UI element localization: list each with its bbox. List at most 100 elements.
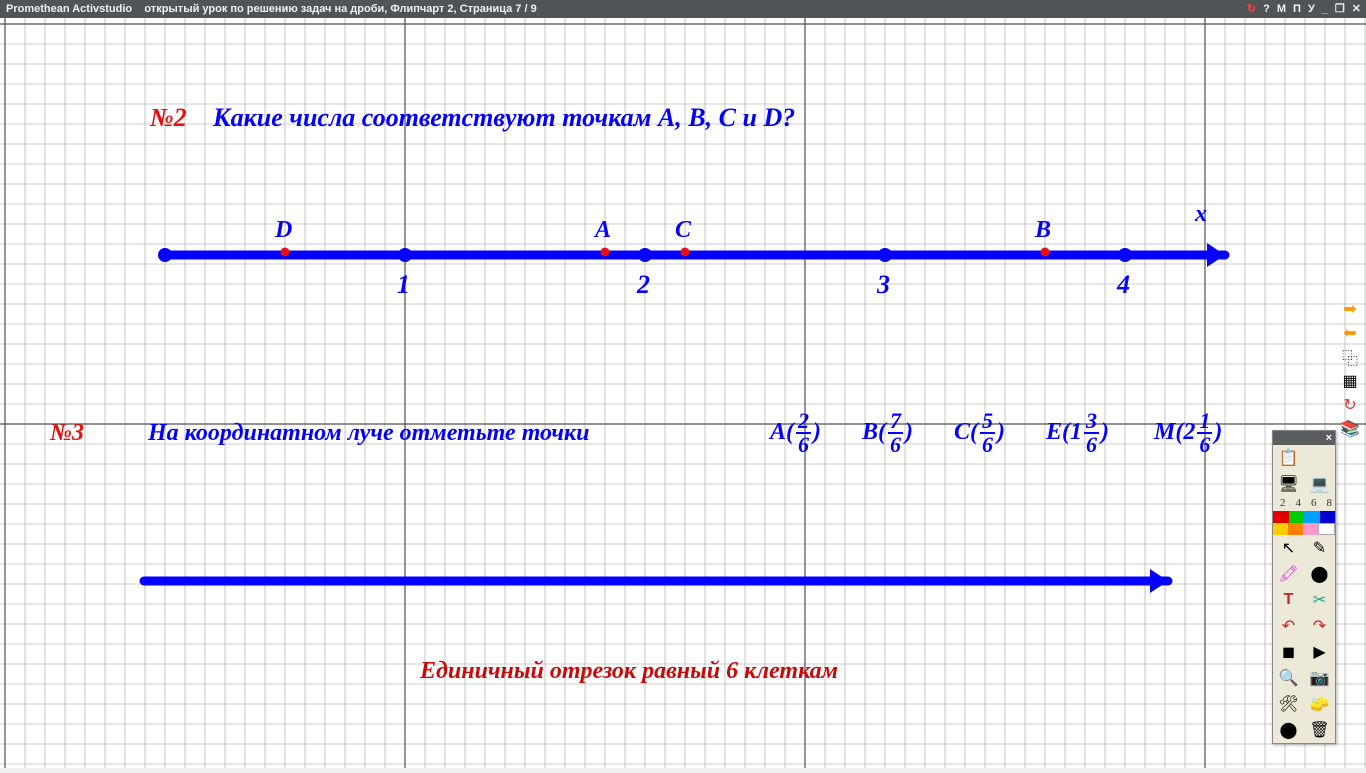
denominator: 6: [888, 435, 903, 455]
toolbox-display1-icon[interactable]: 🖥: [1273, 471, 1304, 497]
swatch-green[interactable]: [1289, 511, 1305, 523]
swatch-pink[interactable]: [1303, 523, 1318, 535]
fraction: 7 6: [888, 411, 903, 455]
axis-x-label: x: [1195, 201, 1207, 228]
toolbox-blank: [1304, 445, 1335, 471]
toolbox-sponge-icon[interactable]: 🧽: [1304, 691, 1335, 717]
whole-part: 2: [1183, 419, 1195, 446]
swatch-blue[interactable]: [1320, 511, 1336, 523]
denominator: 6: [1197, 435, 1212, 455]
close-paren: ): [1101, 419, 1109, 446]
toolbox-camera-icon[interactable]: 📷: [1304, 665, 1335, 691]
swatch-cyan[interactable]: [1304, 511, 1320, 523]
fraction: 2 6: [796, 411, 811, 455]
whole-part: 1: [1070, 419, 1082, 446]
toolbox-display2-icon[interactable]: 💻: [1304, 471, 1335, 497]
numerator: 3: [1084, 411, 1099, 431]
task3-point-E: E(1 3 6 ): [1046, 411, 1109, 455]
pen-width-4[interactable]: 4: [1296, 497, 1302, 511]
task3-unit-note: Единичный отрезок равный 6 клеткам: [420, 658, 838, 685]
swatch-white[interactable]: [1318, 523, 1335, 535]
minimize-icon[interactable]: _: [1322, 0, 1329, 18]
task3-point-C: C( 5 6 ): [954, 411, 1005, 455]
menu-m[interactable]: М: [1277, 0, 1287, 18]
point-letter: C(: [954, 419, 978, 446]
numerator: 5: [980, 411, 995, 431]
point-letter: M(: [1154, 419, 1183, 446]
close-paren: ): [997, 419, 1005, 446]
swatch-red[interactable]: [1273, 511, 1289, 523]
point-letter: B(: [862, 419, 886, 446]
denominator: 6: [1084, 435, 1099, 455]
toolbox-close-icon[interactable]: ×: [1326, 433, 1332, 444]
flipchart-canvas: №2 Какие числа соответствуют точкам A, B…: [0, 18, 1366, 768]
fraction: 5 6: [980, 411, 995, 455]
maximize-icon[interactable]: ❐: [1335, 0, 1346, 18]
task3-point-M: M(2 1 6 ): [1154, 411, 1222, 455]
toolbox-play-icon[interactable]: ▶: [1304, 639, 1335, 665]
app-doc-title: открытый урок по решению задач на дроби,…: [144, 3, 536, 15]
menu-u[interactable]: У: [1308, 0, 1316, 18]
task3-point-A: A( 2 6 ): [770, 411, 821, 455]
toolbox-pen-widths[interactable]: 2 4 6 8: [1273, 497, 1339, 511]
toolbox[interactable]: × 📋 🖥 💻 2 4 6 8 ↖ ✎ 🖍 ⬤ T ✂ ↶ ↷: [1272, 430, 1336, 744]
denominator: 6: [980, 435, 995, 455]
toolbox-pen-icon[interactable]: ✎: [1304, 535, 1335, 561]
toolbox-zoom-icon[interactable]: 🔍: [1273, 665, 1304, 691]
task2-question: Какие числа соответствуют точкам A, B, C…: [213, 103, 795, 133]
sidestrip-grid-icon[interactable]: ▦: [1338, 370, 1362, 392]
toolbox-swatches-2[interactable]: [1273, 523, 1335, 535]
app-vendor: Promethean Activstudio: [6, 3, 132, 15]
toolbox-fill-icon[interactable]: ⬤: [1304, 561, 1335, 587]
axis-tick-3: 3: [877, 270, 890, 300]
title-bar: Promethean Activstudio открытый урок по …: [0, 0, 1366, 18]
toolbox-titlebar[interactable]: ×: [1273, 431, 1335, 445]
numerator: 7: [888, 411, 903, 431]
toolbox-erase-icon[interactable]: ✂: [1304, 587, 1335, 613]
pen-width-2[interactable]: 2: [1280, 497, 1286, 511]
close-paren: ): [905, 419, 913, 446]
pen-width-8[interactable]: 8: [1327, 497, 1333, 511]
numerator: 2: [796, 411, 811, 431]
sidestrip-prev-icon[interactable]: ⬅: [1338, 322, 1362, 344]
toolbox-stop-icon[interactable]: ◼: [1273, 639, 1304, 665]
swatch-orange[interactable]: [1288, 523, 1303, 535]
close-paren: ): [1214, 419, 1222, 446]
task3-question: На координатном луче отметьте точки: [148, 420, 590, 447]
point-letter: A(: [770, 419, 794, 446]
fraction: 3 6: [1084, 411, 1099, 455]
toolbox-redo-icon[interactable]: ↷: [1304, 613, 1335, 639]
toolbox-highlighter-icon[interactable]: 🖍: [1273, 561, 1304, 587]
menu-help[interactable]: ?: [1263, 0, 1271, 18]
point-label-A: A: [595, 217, 611, 244]
swatch-yellow[interactable]: [1273, 523, 1288, 535]
point-label-C: C: [675, 217, 691, 244]
titlebar-controls: ↻ ? М П У _ ❐ ✕: [1247, 0, 1362, 18]
point-letter: E(: [1046, 419, 1070, 446]
toolbox-swatches-1[interactable]: [1273, 511, 1335, 523]
denominator: 6: [796, 435, 811, 455]
close-paren: ): [813, 419, 821, 446]
toolbox-trash-icon[interactable]: 🗑: [1304, 717, 1335, 743]
sidestrip-next-icon[interactable]: ➡: [1338, 298, 1362, 320]
toolbox-record-icon[interactable]: ⬤: [1273, 717, 1304, 743]
toolbox-tools-icon[interactable]: 🛠: [1273, 691, 1304, 717]
axis-tick-4: 4: [1117, 270, 1130, 300]
sidestrip-library-icon[interactable]: 📚: [1338, 418, 1362, 440]
task3-number: №3: [50, 420, 84, 447]
fraction: 1 6: [1197, 411, 1212, 455]
side-strip: ➡ ⬅ ⿻ ▦ ↻ 📚: [1338, 298, 1364, 440]
sync-icon[interactable]: ↻: [1247, 0, 1257, 18]
toolbox-text-icon[interactable]: T: [1273, 587, 1304, 613]
task2-number: №2: [150, 103, 187, 133]
sidestrip-pages-icon[interactable]: ⿻: [1338, 346, 1362, 368]
toolbox-undo-icon[interactable]: ↶: [1273, 613, 1304, 639]
task3-point-B: B( 7 6 ): [862, 411, 913, 455]
pen-width-6[interactable]: 6: [1311, 497, 1317, 511]
sidestrip-refresh-icon[interactable]: ↻: [1338, 394, 1362, 416]
toolbox-menu-icon[interactable]: 📋: [1273, 445, 1304, 471]
toolbox-select-icon[interactable]: ↖: [1273, 535, 1304, 561]
close-icon[interactable]: ✕: [1352, 0, 1362, 18]
numerator: 1: [1197, 411, 1212, 431]
menu-p[interactable]: П: [1293, 0, 1302, 18]
